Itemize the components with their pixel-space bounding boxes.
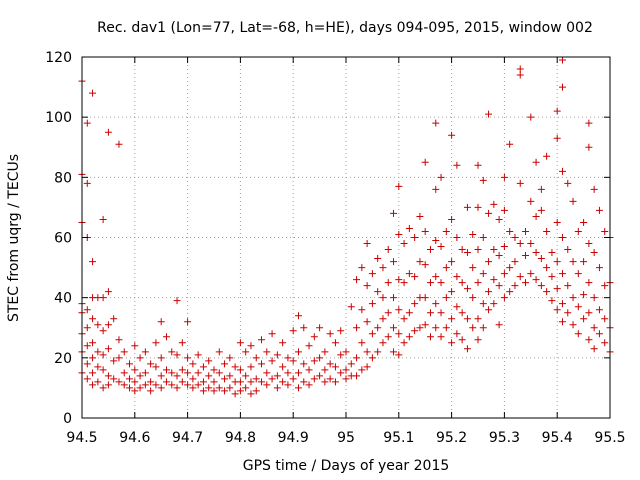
x-tick-label: 95: [337, 430, 355, 446]
x-tick-label: 94.7: [172, 430, 203, 446]
x-tick-label: 95.5: [594, 430, 625, 446]
y-tick-label: 20: [54, 351, 72, 367]
x-tick-label: 94.5: [66, 430, 97, 446]
y-tick-label: 120: [45, 50, 72, 66]
x-tick-label: 94.9: [278, 430, 309, 446]
x-tick-label: 95.4: [542, 430, 573, 446]
y-axis-label: STEC from uqrg / TECUs: [6, 154, 22, 322]
x-tick-label: 95.2: [436, 430, 467, 446]
x-tick-label: 94.8: [225, 430, 256, 446]
x-axis-label: GPS time / Days of year 2015: [243, 458, 450, 474]
y-tick-label: 80: [54, 170, 72, 186]
x-tick-label: 95.3: [489, 430, 520, 446]
chart-title: Rec. dav1 (Lon=77, Lat=-68, h=HE), days …: [97, 20, 593, 36]
chart-background: [0, 0, 640, 480]
x-tick-label: 94.6: [119, 430, 150, 446]
y-tick-label: 40: [54, 291, 72, 307]
y-tick-label: 60: [54, 231, 72, 247]
x-tick-label: 95.1: [383, 430, 414, 446]
y-tick-label: 100: [45, 110, 72, 126]
y-tick-label: 0: [63, 411, 72, 427]
stec-scatter-chart: 94.5 94.6 94.7 94.8 94.9 95 95.1 95.2 95.3 95.4 95…: [0, 0, 640, 480]
